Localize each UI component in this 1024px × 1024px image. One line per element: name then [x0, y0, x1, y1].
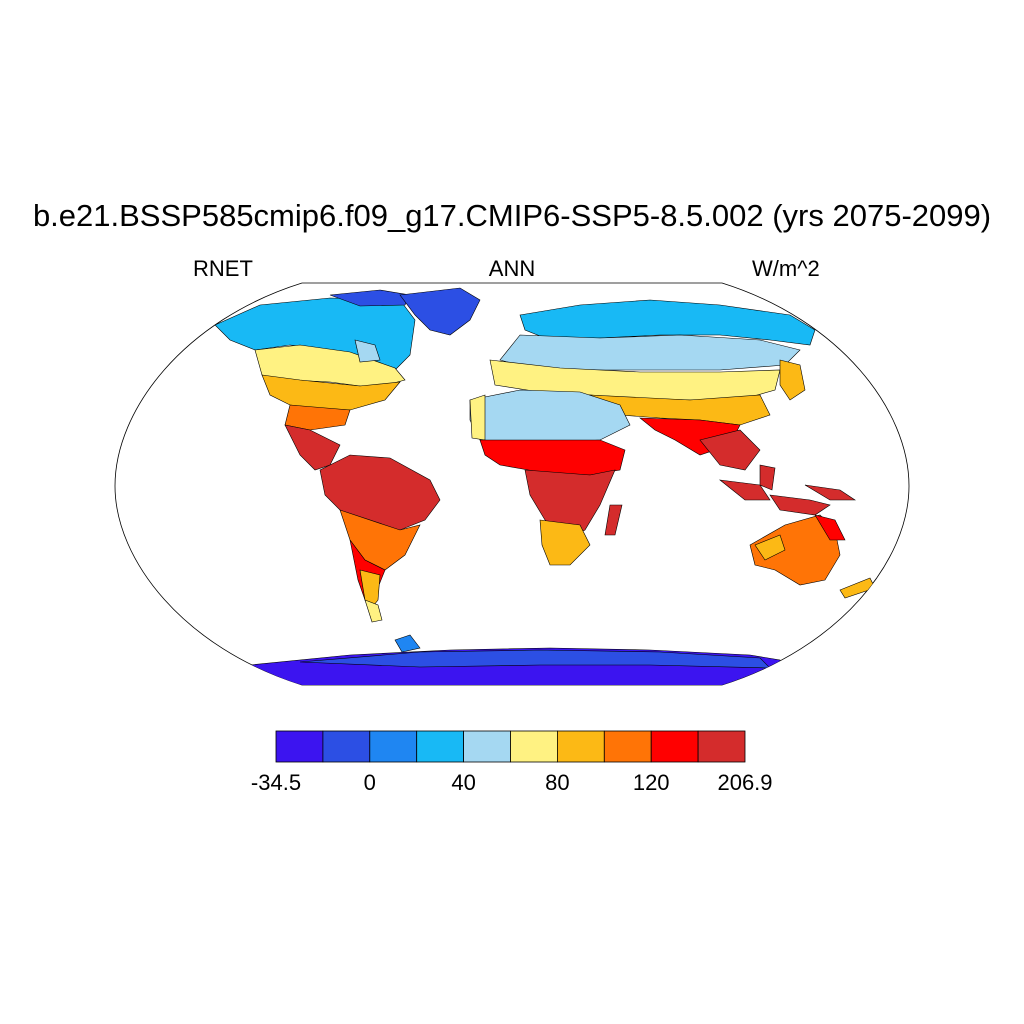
africa	[469, 389, 631, 566]
season-label: ANN	[488, 256, 536, 281]
maritime-southeast-asia	[718, 464, 856, 516]
australia	[749, 514, 876, 599]
colorbar-tick-label: 40	[451, 770, 476, 795]
colorbar-swatch	[416, 730, 465, 763]
colorbar-swatch	[650, 730, 699, 763]
colorbar-swatch	[557, 730, 605, 763]
colorbar-tick-label: 206.9	[717, 770, 773, 795]
colorbar-swatch	[603, 730, 652, 763]
units-label: W/m^2	[752, 256, 820, 281]
antarctica	[249, 634, 781, 685]
variable-label: RNET	[193, 256, 253, 281]
colorbar-swatch	[275, 730, 324, 763]
colorbar-tick-label: 0	[363, 770, 376, 795]
eurasia	[489, 299, 816, 471]
colorbar-swatch	[369, 730, 418, 763]
colorbar-swatch	[510, 730, 558, 763]
north-america	[214, 289, 416, 471]
plot-title: b.e21.BSSP585cmip6.f09_g17.CMIP6-SSP5-8.…	[32, 198, 992, 233]
colorbar-tick-label: 120	[632, 770, 670, 795]
colorbar-swatch	[697, 730, 746, 763]
colorbar-swatch	[322, 730, 371, 763]
colorbar-tick-label: -34.5	[250, 770, 302, 795]
colorbar-swatch	[463, 730, 511, 763]
greenland	[399, 287, 481, 336]
colorbar-tick-label: 80	[545, 770, 570, 795]
south-america	[319, 454, 441, 623]
